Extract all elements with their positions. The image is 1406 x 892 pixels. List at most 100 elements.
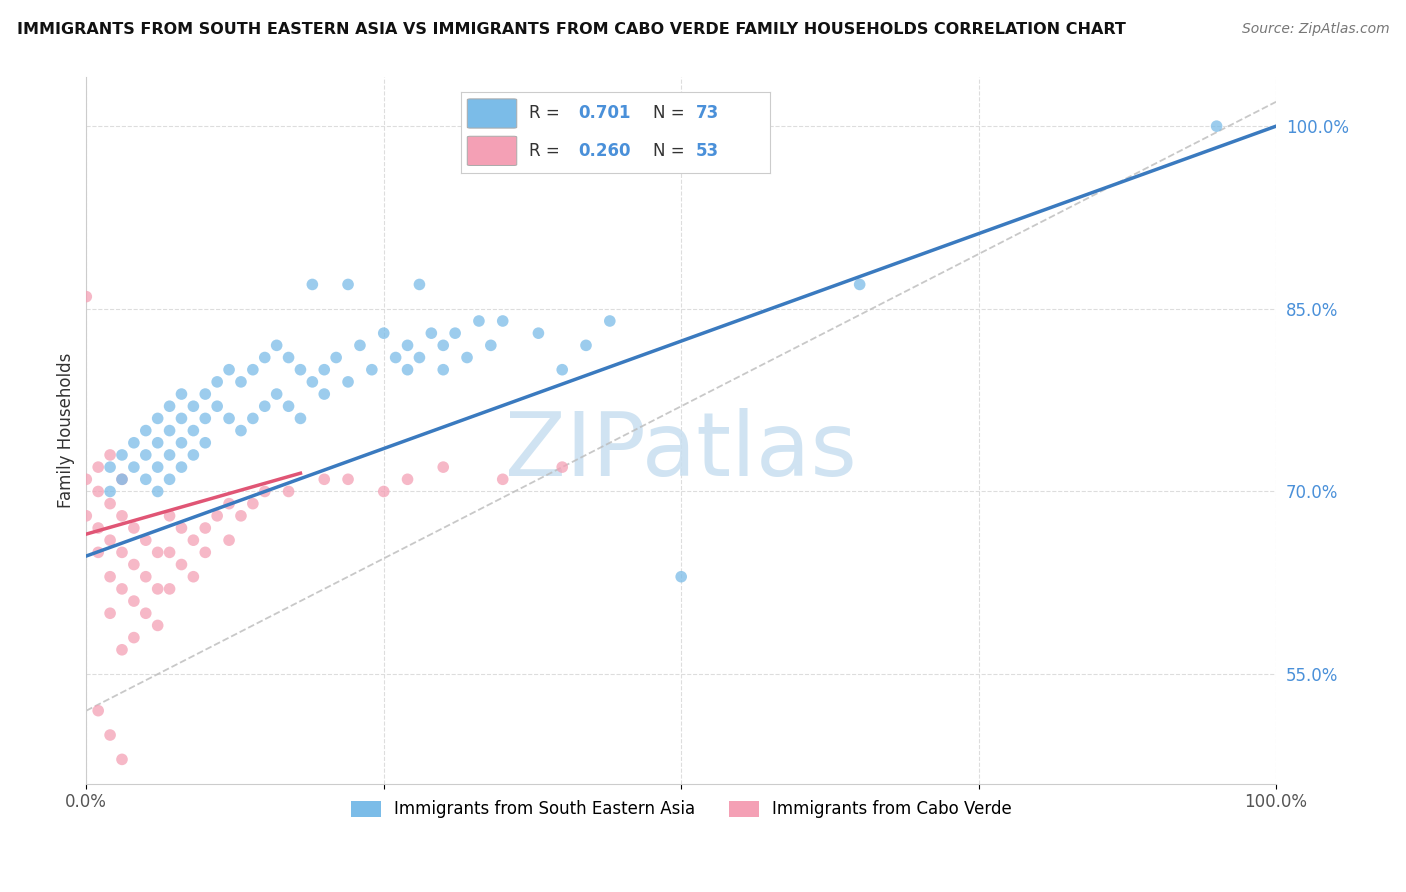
Point (194, 411, 217, 425)
Point (98, 448, 121, 462)
Point (396, 338, 419, 352)
Point (194, 545, 217, 559)
Point (551, 362, 574, 376)
Point (111, 472, 134, 486)
Point (277, 399, 299, 413)
Text: ZIPatlas: ZIPatlas (505, 409, 858, 495)
Point (135, 606, 157, 620)
Point (194, 435, 217, 450)
Point (384, 351, 406, 365)
Point (98, 460, 121, 475)
Point (111, 582, 134, 596)
Point (135, 570, 157, 584)
Point (290, 411, 312, 425)
Point (98, 606, 121, 620)
Point (314, 472, 336, 486)
Point (599, 314, 621, 328)
Point (146, 460, 169, 475)
Text: IMMIGRANTS FROM SOUTH EASTERN ASIA VS IMMIGRANTS FROM CABO VERDE FAMILY HOUSEHOL: IMMIGRANTS FROM SOUTH EASTERN ASIA VS IM… (17, 22, 1126, 37)
Point (468, 314, 491, 328)
Point (146, 484, 169, 499)
Point (551, 460, 574, 475)
Point (170, 387, 193, 401)
Point (87, 545, 110, 559)
Point (432, 362, 454, 376)
Point (75, 472, 97, 486)
Point (205, 375, 228, 389)
Point (170, 460, 193, 475)
Point (492, 472, 515, 486)
Point (301, 277, 323, 292)
Point (420, 326, 443, 341)
Point (183, 570, 205, 584)
Point (98, 533, 121, 548)
Point (122, 460, 145, 475)
Point (183, 424, 205, 438)
Point (146, 545, 169, 559)
Point (170, 435, 193, 450)
Text: Source: ZipAtlas.com: Source: ZipAtlas.com (1241, 22, 1389, 37)
Point (229, 375, 252, 389)
Point (87, 460, 110, 475)
Point (432, 460, 454, 475)
Point (253, 484, 276, 499)
Point (492, 314, 515, 328)
Point (98, 570, 121, 584)
Point (111, 472, 134, 486)
Point (218, 497, 240, 511)
Point (408, 351, 430, 365)
Point (373, 326, 395, 341)
Point (146, 411, 169, 425)
Point (183, 533, 205, 548)
Point (229, 424, 252, 438)
Point (396, 362, 419, 376)
Point (218, 533, 240, 548)
Point (87, 484, 110, 499)
Point (111, 508, 134, 523)
Point (75, 290, 97, 304)
Point (159, 545, 181, 559)
Point (122, 521, 145, 535)
Point (408, 277, 430, 292)
Point (314, 362, 336, 376)
Point (183, 399, 205, 413)
Point (1205, 119, 1227, 133)
Point (337, 277, 360, 292)
Point (396, 472, 419, 486)
Point (98, 728, 121, 742)
Point (218, 362, 240, 376)
Point (301, 375, 323, 389)
Point (253, 351, 276, 365)
Point (159, 448, 181, 462)
Point (229, 508, 252, 523)
Point (325, 351, 347, 365)
Point (848, 277, 870, 292)
Point (135, 533, 157, 548)
Point (290, 362, 312, 376)
Point (277, 351, 299, 365)
Point (159, 424, 181, 438)
Point (575, 338, 598, 352)
Point (444, 326, 467, 341)
Point (159, 399, 181, 413)
Point (87, 521, 110, 535)
Point (159, 472, 181, 486)
Point (242, 362, 264, 376)
Point (242, 411, 264, 425)
Point (170, 411, 193, 425)
Point (122, 435, 145, 450)
Point (122, 558, 145, 572)
Legend: Immigrants from South Eastern Asia, Immigrants from Cabo Verde: Immigrants from South Eastern Asia, Immi… (344, 794, 1018, 825)
Point (75, 508, 97, 523)
Point (135, 424, 157, 438)
Point (479, 338, 502, 352)
Point (337, 375, 360, 389)
Point (146, 582, 169, 596)
Point (146, 435, 169, 450)
Point (194, 387, 217, 401)
Point (527, 326, 550, 341)
Point (111, 752, 134, 766)
Point (183, 448, 205, 462)
Point (242, 497, 264, 511)
Point (159, 582, 181, 596)
